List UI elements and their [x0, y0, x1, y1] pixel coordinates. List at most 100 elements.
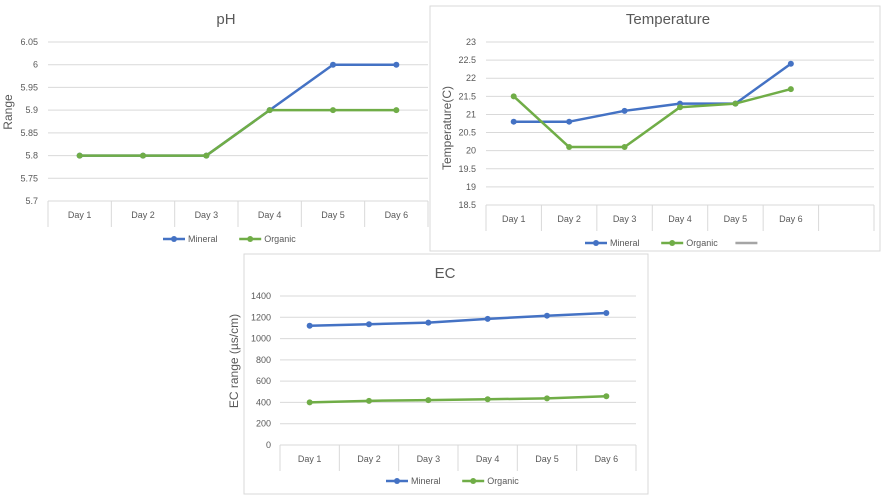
ph-organic-point [203, 152, 210, 159]
temperature-x-tick-labels: Day 1 Day 2 Day 3 Day 4 Day 5 Day 6 [502, 214, 803, 224]
ec-organic-line [309, 395, 607, 404]
ph-x-tick-labels: Day 1 Day 2 Day 3 Day 4 Day 5 Day 6 [68, 210, 408, 220]
temp-y-tick-label: 22 [466, 73, 476, 83]
ec-x-tick-label: Day 6 [595, 454, 619, 464]
temp-y-tick-label: 19 [466, 182, 476, 192]
ec-y-tick-label: 1000 [251, 334, 271, 344]
temp-x-tick-label: Day 6 [779, 214, 803, 224]
temp-y-tick-label: 20 [466, 146, 476, 156]
ec-legend-organic-marker [470, 478, 477, 484]
ec-x-tick-label: Day 5 [535, 454, 559, 464]
ec-x-tick-label: Day 2 [357, 454, 381, 464]
ec-mineral-point [306, 322, 313, 329]
temp-y-tick-label: 20.5 [458, 128, 476, 138]
ph-x-tick-label: Day 1 [68, 210, 92, 220]
temp-mineral-point [510, 118, 517, 125]
ec-organic-point [544, 395, 550, 402]
ph-y-tick-label: 5.95 [20, 82, 38, 92]
ec-legend-organic-label: Organic [487, 476, 519, 486]
temp-mineral-point [787, 60, 794, 67]
ph-y-tick-label: 5.85 [20, 128, 38, 138]
ph-x-tick-label: Day 3 [195, 210, 219, 220]
ph-organic-point [330, 107, 336, 114]
temperature-y-tick-labels: 18.5 19 19.5 20 20.5 21 21.5 22 22.5 23 [458, 37, 476, 210]
temp-organic-line [512, 87, 792, 149]
ec-legend-mineral-label: Mineral [411, 476, 441, 486]
temp-legend-organic-marker [669, 240, 676, 246]
ec-y-tick-label: 1200 [251, 312, 271, 322]
ph-y-tick-label: 6 [33, 60, 38, 70]
temp-x-tick-label: Day 5 [724, 214, 748, 224]
temp-x-tick-label: Day 4 [668, 214, 692, 224]
ec-mineral-point [366, 321, 372, 328]
temp-mineral-point [566, 118, 573, 125]
ec-chart-title: EC [435, 265, 456, 282]
temp-x-tick-label: Day 3 [613, 214, 637, 224]
ph-y-tick-label: 5.8 [25, 151, 38, 161]
temperature-chart-frame [429, 5, 881, 252]
temp-mineral-point [621, 107, 628, 114]
ph-y-axis-label: Range [1, 94, 15, 130]
ec-y-tick-labels: 0 200 400 600 800 1000 1200 1400 [251, 291, 271, 450]
ec-legend: Mineral Organic [386, 476, 519, 486]
temp-legend-organic-label: Organic [686, 238, 718, 248]
ec-organic-point [603, 393, 610, 400]
ph-legend-organic-label: Organic [264, 234, 296, 244]
ph-legend-mineral-label: Mineral [188, 234, 218, 244]
ec-x-tick-labels: Day 1 Day 2 Day 3 Day 4 Day 5 Day 6 [298, 454, 618, 464]
ph-chart: pH Range 5.7 5.75 5.8 5.85 5.9 5.95 6 6.05 Day … [1, 11, 429, 244]
ph-y-tick-label: 5.9 [25, 105, 38, 115]
ec-mineral-point [603, 310, 610, 317]
temperature-series [510, 60, 794, 151]
ph-y-tick-label: 5.7 [25, 196, 38, 206]
ph-x-tick-label: Day 5 [321, 210, 345, 220]
ph-organic-point [266, 107, 273, 114]
ec-organic-point [484, 396, 491, 403]
temperature-chart: Temperature Temperature(C) 18.5 19 19.5 20 2… [440, 11, 875, 248]
temperature-legend: Mineral Organic [585, 238, 758, 248]
ec-organic-point [425, 397, 432, 404]
ph-chart-title: pH [216, 11, 235, 28]
temp-mineral-line [513, 62, 792, 123]
temp-y-tick-label: 21 [466, 109, 476, 119]
temp-legend-mineral-marker [593, 240, 599, 246]
temp-organic-point [621, 144, 628, 151]
ph-legend-mineral-marker [171, 236, 177, 242]
ec-y-axis-label: EC range (µs/cm) [227, 314, 241, 408]
ec-x-tick-label: Day 1 [298, 454, 322, 464]
ph-y-tick-labels: 5.7 5.75 5.8 5.85 5.9 5.95 6 6.05 [20, 37, 38, 206]
temp-y-tick-label: 21.5 [458, 91, 476, 101]
ph-series [76, 61, 400, 159]
temperature-chart-title: Temperature [626, 11, 710, 28]
ec-legend-mineral-marker [394, 478, 400, 484]
temperature-y-axis-label: Temperature(C) [440, 86, 454, 170]
ph-mineral-point [393, 61, 400, 68]
ph-y-tick-label: 6.05 [20, 37, 38, 47]
temp-y-tick-label: 18.5 [458, 200, 476, 210]
ec-series [306, 310, 610, 406]
ec-chart-frame [243, 253, 649, 495]
ec-mineral-point [425, 319, 432, 326]
ph-organic-point [393, 107, 400, 114]
ph-gridlines [47, 41, 429, 227]
ec-mineral-point [544, 312, 550, 319]
ec-y-tick-label: 800 [256, 355, 271, 365]
ec-y-tick-label: 0 [266, 440, 271, 450]
ph-legend: Mineral Organic [163, 234, 296, 244]
ec-y-tick-label: 200 [256, 419, 271, 429]
ec-mineral-line [309, 311, 607, 328]
ec-x-tick-label: Day 3 [417, 454, 441, 464]
ph-y-tick-label: 5.75 [20, 173, 38, 183]
ph-legend-organic-marker [247, 236, 254, 242]
temp-organic-point [510, 93, 517, 100]
ph-x-tick-label: Day 4 [258, 210, 282, 220]
ec-y-tick-label: 600 [256, 376, 271, 386]
ec-mineral-point [484, 315, 491, 322]
ph-x-tick-label: Day 6 [385, 210, 409, 220]
ec-chart: EC EC range (µs/cm) 0 200 400 600 800 1000 120… [227, 265, 637, 486]
temp-y-tick-label: 23 [466, 37, 476, 47]
temp-x-tick-label: Day 1 [502, 214, 526, 224]
ph-mineral-point [330, 61, 336, 68]
temp-x-tick-label: Day 2 [557, 214, 581, 224]
